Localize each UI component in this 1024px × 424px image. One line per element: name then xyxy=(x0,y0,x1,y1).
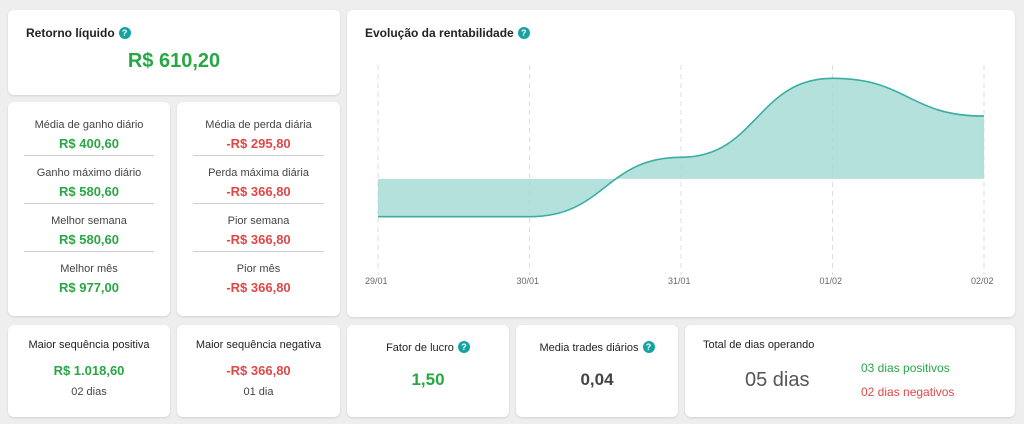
dias-positivos: 03 dias positivos xyxy=(861,361,950,375)
media-trades-value: 0,04 xyxy=(580,370,614,389)
chart-x-tick-label: 29/01 xyxy=(365,276,388,286)
stat-label: Melhor mês xyxy=(60,263,118,275)
seq-negativa-value: -R$ 366,80 xyxy=(226,363,291,378)
stat-label: Média de perda diária xyxy=(205,119,312,131)
dias-negativos: 02 dias negativos xyxy=(861,385,955,399)
stat-value: -R$ 366,80 xyxy=(226,184,291,199)
stat-pior-mes: Pior mês -R$ 366,80 xyxy=(193,252,324,300)
gains-stats-card: Média de ganho diário R$ 400,60 Ganho má… xyxy=(8,102,170,316)
help-icon[interactable]: ? xyxy=(118,27,131,39)
stat-label: Pior semana xyxy=(227,215,290,227)
stat-label: Ganho máximo diário xyxy=(36,167,142,179)
stat-label: Perda máxima diária xyxy=(208,167,309,179)
stat-perda-maxima: Perda máxima diária -R$ 366,80 xyxy=(193,156,324,204)
seq-positiva-days: 02 dias xyxy=(71,386,107,398)
help-icon[interactable]: ? xyxy=(517,27,530,39)
fator-lucro-value: 1,50 xyxy=(411,370,445,389)
stat-value: -R$ 366,80 xyxy=(226,232,291,247)
stat-melhor-mes: Melhor mês R$ 977,00 xyxy=(24,252,154,300)
chart-title: Evolução da rentabilidade xyxy=(365,26,514,40)
help-icon[interactable]: ? xyxy=(457,341,470,353)
losses-stats-card: Média de perda diária -R$ 295,80 Perda m… xyxy=(177,102,340,316)
stat-label: Média de ganho diário xyxy=(34,119,144,131)
media-trades-card: Media trades diários? 0,04 xyxy=(516,325,678,417)
media-trades-title: Media trades diários xyxy=(539,342,639,354)
retorno-liquido-value: R$ 610,20 xyxy=(127,50,221,72)
stat-value: R$ 580,60 xyxy=(59,184,119,199)
chart-x-tick-label: 31/01 xyxy=(668,276,691,286)
stat-melhor-semana: Melhor semana R$ 580,60 xyxy=(24,204,154,252)
chart-x-tick-label: 30/01 xyxy=(516,276,540,286)
dias-operando-card: Total de dias operando 05 dias 03 dias p… xyxy=(685,325,1015,417)
seq-positiva-title: Maior sequência positiva xyxy=(28,339,150,351)
seq-negativa-title: Maior sequência negativa xyxy=(195,339,322,351)
stat-label: Melhor semana xyxy=(51,215,127,227)
chart-x-tick-label: 01/02 xyxy=(819,276,843,286)
stat-value: -R$ 366,80 xyxy=(226,280,291,295)
seq-positiva-value: R$ 1.018,60 xyxy=(53,363,125,378)
stat-ganho-maximo: Ganho máximo diário R$ 580,60 xyxy=(24,156,154,204)
chart-series-line xyxy=(378,77,985,218)
seq-positiva-card: Maior sequência positiva R$ 1.018,60 02 … xyxy=(8,325,170,417)
evolucao-chart-card: Evolução da rentabilidade? 29/01 30/01 31/… xyxy=(347,10,1015,317)
retorno-liquido-card: Retorno líquido? R$ 610,20 xyxy=(8,10,340,95)
fator-lucro-title: Fator de lucro xyxy=(386,342,454,354)
stat-pior-semana: Pior semana -R$ 366,80 xyxy=(193,204,324,252)
fator-lucro-card: Fator de lucro? 1,50 xyxy=(347,325,509,417)
stat-label: Pior mês xyxy=(236,263,281,275)
retorno-liquido-title: Retorno líquido xyxy=(26,26,115,40)
stat-value: -R$ 295,80 xyxy=(226,136,291,151)
dias-operando-title: Total de dias operando xyxy=(703,339,815,351)
seq-negativa-card: Maior sequência negativa -R$ 366,80 01 d… xyxy=(177,325,340,417)
chart-x-tick-label: 02/02 xyxy=(971,276,994,286)
seq-negativa-days: 01 dia xyxy=(243,386,274,398)
stat-value: R$ 400,60 xyxy=(59,136,119,151)
stat-value: R$ 580,60 xyxy=(59,232,119,247)
stat-media-perda: Média de perda diária -R$ 295,80 xyxy=(193,108,324,156)
stat-value: R$ 977,00 xyxy=(59,280,119,295)
stat-media-ganho: Média de ganho diário R$ 400,60 xyxy=(24,108,154,156)
chart-area-fill xyxy=(378,78,984,217)
dias-total-value: 05 dias xyxy=(745,369,810,391)
chart-area xyxy=(377,65,985,275)
help-icon[interactable]: ? xyxy=(642,341,655,353)
